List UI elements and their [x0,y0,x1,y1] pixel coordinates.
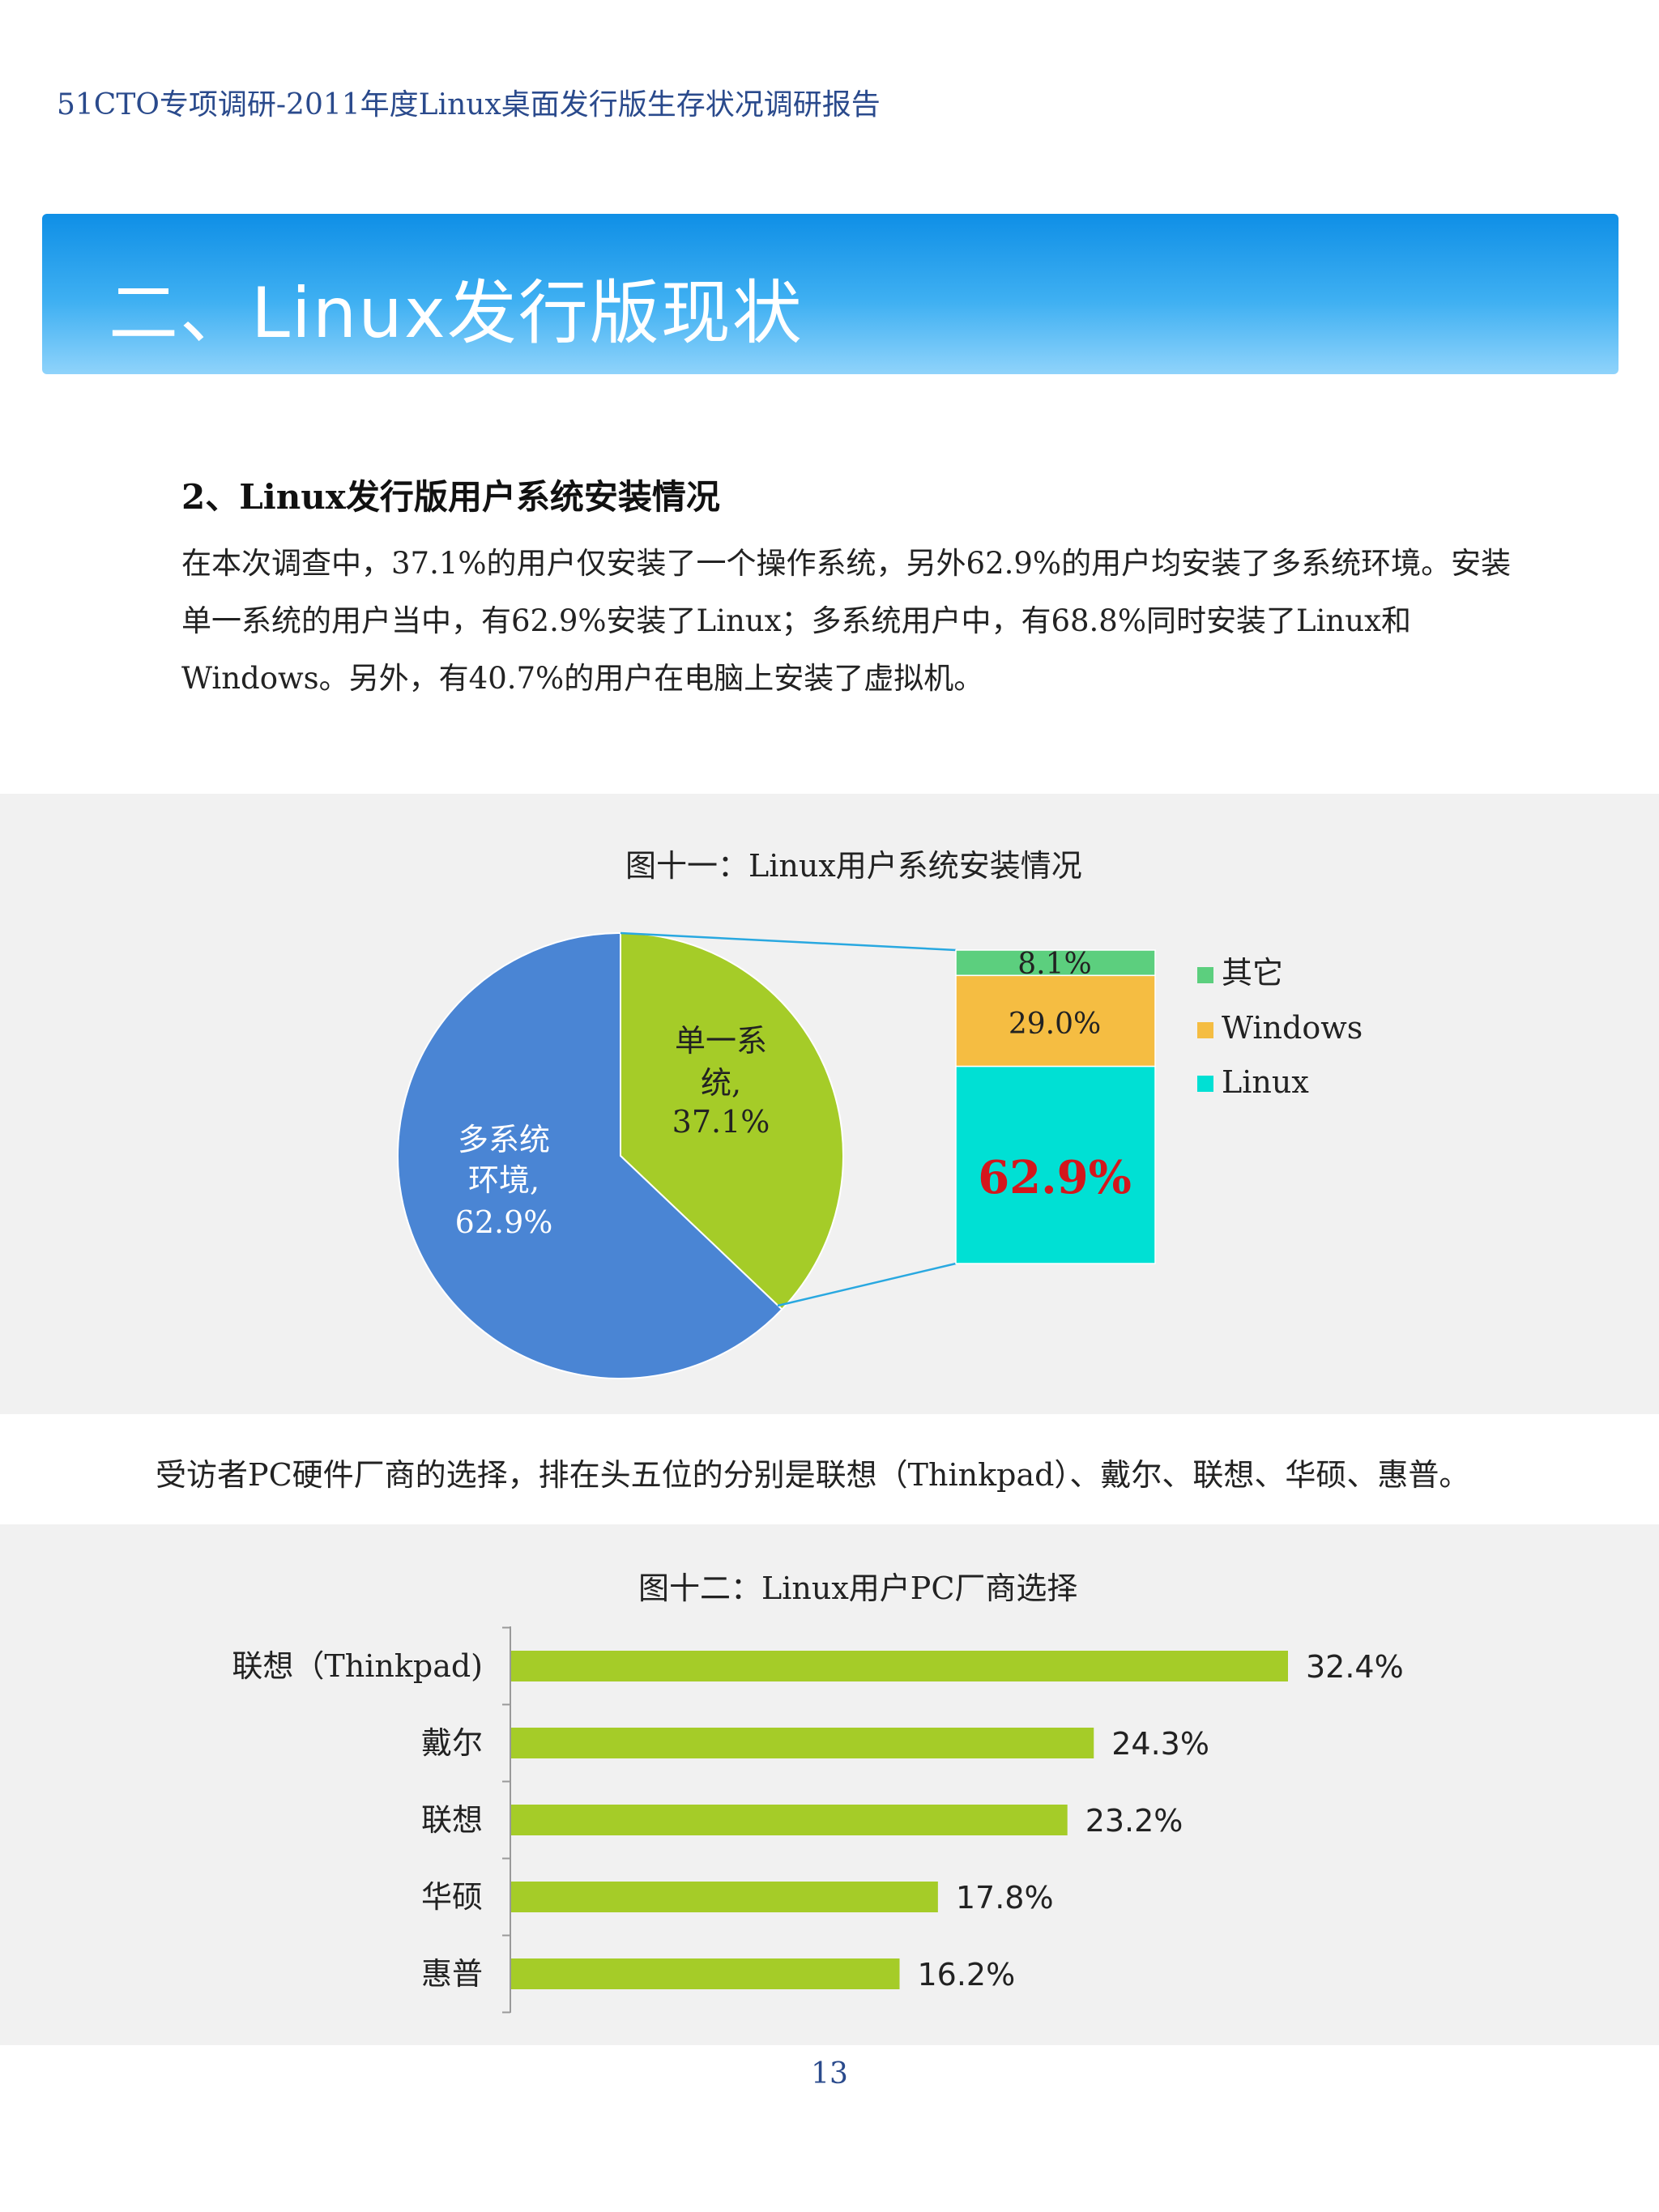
pie-chart [397,931,844,1379]
stack-label-linux: 62.9% [978,1151,1132,1204]
stack-label-windows: 29.0% [1009,1008,1101,1041]
vendor-value-label: 23.2% [1085,1803,1183,1839]
figure-12-title: 图十二：Linux用户PC厂商选择 [638,1571,1078,1606]
running-header: 51CTO专项调研-2011年度Linux桌面发行版生存状况调研报告 [57,88,881,121]
stack-segment-linux [955,1065,1156,1264]
pie-slice-single-system [620,931,844,1311]
vendor-category-label: 华硕 [421,1879,483,1915]
legend-label-other: 其它 [1222,955,1283,991]
vendor-category-label: 联想 [421,1802,483,1838]
connector-line-top [620,931,957,952]
hardware-vendor-paragraph: 受访者PC硬件厂商的选择，排在头五位的分别是联想（Thinkpad）、戴尔、联想… [156,1457,1470,1493]
figure-11-title: 图十一：Linux用户系统安装情况 [625,848,1082,884]
pie-label-single-line2: 统, [701,1065,741,1101]
section-banner: 二、Linux发行版现状 [42,214,1618,374]
pie-label-multi-line2: 环境, [468,1162,539,1198]
vendor-value-label: 32.4% [1306,1649,1404,1685]
stack-segment-windows [955,974,1156,1068]
vendor-bar [511,1728,1094,1758]
legend-label-linux: Linux [1222,1064,1309,1100]
vendor-category-label: 惠普 [421,1956,483,1992]
vendor-bar [511,1651,1288,1681]
vendor-value-label: 24.3% [1111,1726,1209,1762]
vendor-bar [511,1882,938,1912]
pie-label-multi-value: 62.9% [455,1204,553,1240]
figure-12-panel: 图十二：Linux用户PC厂商选择 [0,1524,1659,2045]
pie-label-multi-line1: 多系统 [458,1122,550,1157]
vendor-category-label: 戴尔 [421,1725,483,1761]
pie-label-single-value: 37.1% [672,1104,770,1140]
legend-swatch-windows [1197,1022,1213,1038]
vendor-bar [511,1805,1068,1835]
vendor-value-label: 17.8% [956,1880,1054,1916]
stack-label-other: 8.1% [1017,948,1091,981]
legend-label-windows: Windows [1222,1010,1363,1046]
legend-swatch-other [1197,967,1213,983]
vendor-value-label: 16.2% [918,1957,1016,1993]
stacked-bar [955,949,1156,1264]
legend-swatch-linux [1197,1076,1213,1092]
pie-slice-multi-system [397,931,783,1379]
banner-title: 二、Linux发行版现状 [109,273,804,354]
body-paragraph: 在本次调查中，37.1%的用户仅安装了一个操作系统，另外62.9%的用户均安装了… [181,546,1512,696]
connector-line-bottom [777,1262,957,1307]
vendor-category-label: 联想（Thinkpad) [232,1648,483,1684]
vendor-bar [511,1958,900,1989]
section-heading: 2、Linux发行版用户系统安装情况 [181,477,720,517]
vendor-bar-chart: 联想（Thinkpad) 32.4% 戴尔 24.3% 联想 23.2% 华硕 17.8% 惠普… [232,1626,1404,2014]
page-number: 13 [811,2057,848,2091]
pie-label-single-line1: 单一系 [675,1023,767,1059]
